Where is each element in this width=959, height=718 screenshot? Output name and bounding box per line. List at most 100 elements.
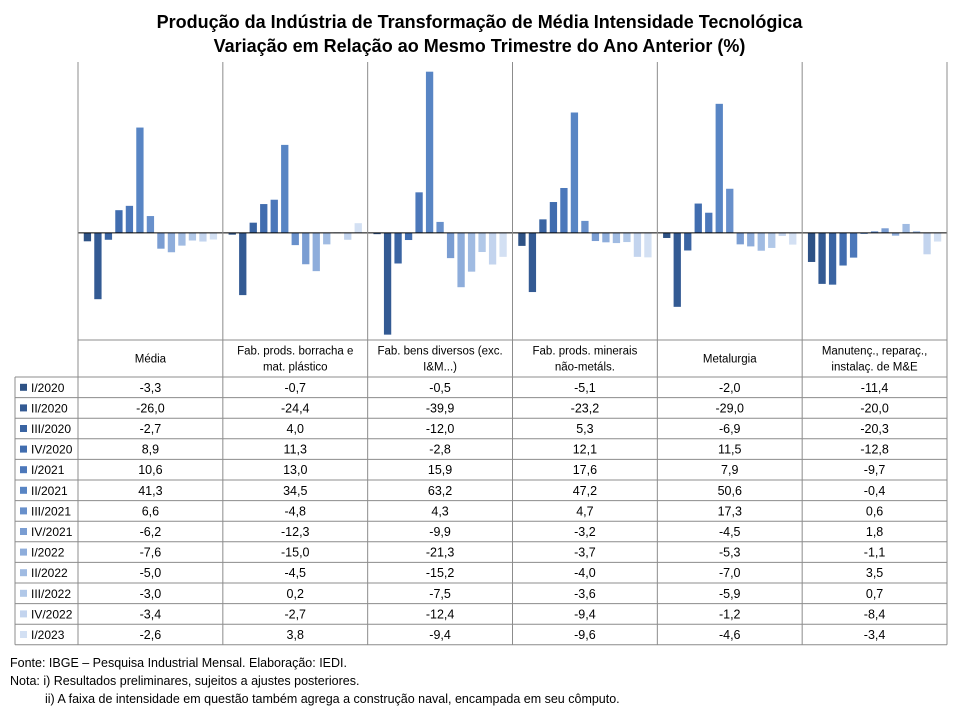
data-label-ii-2020-cat-2: -39,9 [426, 401, 455, 415]
bar-i-2022-cat-4 [747, 232, 755, 247]
data-label-iii-2020-cat-0: -2,7 [140, 422, 162, 436]
legend-key-iii-2021 [20, 507, 27, 515]
bar-i-2022-cat-0 [167, 232, 176, 253]
bar-iv-2021-cat-2 [446, 232, 455, 259]
category-label-3: Fab. prods. minerais [533, 346, 638, 358]
data-label-iv-2022-cat-5: -8,4 [864, 607, 886, 621]
legend-label-iii-2021: III/2021 [31, 504, 71, 518]
data-label-iv-2020-cat-5: -12,8 [860, 443, 889, 457]
bar-i-2021-cat-0 [125, 205, 134, 233]
data-label-i-2022-cat-4: -5,3 [719, 546, 741, 560]
legend-key-ii-2022 [20, 569, 27, 577]
legend-label-iv-2021: IV/2021 [31, 525, 73, 539]
bar-iv-2020-cat-0 [115, 210, 123, 233]
bar-i-2023-cat-3 [644, 232, 652, 258]
chart-title-line2: Variação em Relação ao Mesmo Trimestre d… [213, 36, 746, 56]
bar-iv-2022-cat-2 [488, 232, 497, 265]
data-label-iii-2021-cat-3: 4,7 [576, 504, 593, 518]
legend-key-i-2023 [20, 631, 27, 638]
data-label-ii-2020-cat-3: -23,2 [571, 401, 600, 415]
data-label-ii-2021-cat-2: 63,2 [428, 484, 452, 498]
legend-key-iii-2022 [20, 589, 27, 597]
legend-label-iv-2022: IV/2022 [31, 607, 73, 621]
data-label-iv-2021-cat-0: -6,2 [140, 525, 162, 539]
data-label-i-2023-cat-2: -9,4 [429, 628, 451, 642]
legend-key-ii-2021 [20, 486, 27, 494]
legend-key-i-2022 [20, 548, 27, 556]
bar-iii-2021-cat-5 [870, 231, 879, 233]
bar-i-2021-cat-2 [415, 192, 423, 233]
legend-label-i-2021: I/2021 [31, 463, 65, 477]
data-label-i-2020-cat-1: -0,7 [284, 381, 306, 395]
note-text-1: Nota: i) Resultados preliminares, sujeit… [10, 674, 360, 688]
bar-iii-2021-cat-2 [436, 221, 444, 233]
category-label-2: Fab. bens diversos (exc. [377, 346, 502, 358]
data-label-ii-2022-cat-5: 3,5 [866, 566, 883, 580]
data-label-i-2020-cat-3: -5,1 [574, 381, 596, 395]
legend-key-ii-2020 [20, 404, 27, 412]
bar-iii-2022-cat-5 [912, 231, 921, 233]
data-label-iii-2022-cat-2: -7,5 [429, 587, 451, 601]
data-label-iv-2022-cat-2: -12,4 [426, 607, 455, 621]
bar-ii-2021-cat-3 [570, 112, 579, 233]
bar-iii-2021-cat-0 [146, 216, 155, 233]
bar-iv-2022-cat-1 [344, 232, 352, 240]
data-label-iv-2022-cat-4: -1,2 [719, 607, 741, 621]
bar-ii-2021-cat-1 [281, 144, 289, 233]
data-label-i-2022-cat-5: -1,1 [864, 546, 886, 560]
bar-iv-2021-cat-0 [157, 232, 165, 249]
bar-iii-2022-cat-4 [768, 232, 776, 248]
bar-i-2022-cat-1 [312, 232, 320, 272]
bar-i-2023-cat-1 [354, 223, 362, 233]
source-note: Fonte: IBGE – Pesquisa Industrial Mensal… [10, 654, 620, 708]
data-label-iv-2022-cat-1: -2,7 [284, 607, 306, 621]
category-label-2: I&M...) [423, 362, 457, 374]
data-label-iv-2020-cat-1: 11,3 [284, 443, 307, 457]
data-label-ii-2020-cat-4: -29,0 [716, 401, 745, 415]
data-label-iv-2020-cat-0: 8,9 [142, 443, 159, 457]
legend-label-iii-2022: III/2022 [31, 587, 71, 601]
data-label-iv-2021-cat-4: -4,5 [719, 525, 741, 539]
bar-iii-2021-cat-4 [726, 188, 734, 233]
data-label-i-2023-cat-0: -2,6 [140, 628, 162, 642]
data-label-iv-2021-cat-1: -12,3 [281, 525, 310, 539]
bar-iv-2022-cat-0 [199, 232, 207, 242]
bar-iv-2022-cat-3 [633, 232, 642, 257]
legend-key-iii-2020 [20, 425, 27, 432]
data-label-ii-2021-cat-1: 34,5 [283, 484, 307, 498]
data-label-iii-2022-cat-0: -3,0 [140, 587, 162, 601]
data-label-ii-2020-cat-0: -26,0 [136, 401, 165, 415]
data-label-iv-2020-cat-2: -2,8 [429, 443, 451, 457]
bar-iii-2022-cat-2 [478, 232, 486, 253]
data-label-i-2022-cat-0: -7,6 [140, 546, 162, 560]
data-label-i-2023-cat-3: -9,6 [574, 628, 596, 642]
data-label-ii-2022-cat-2: -15,2 [426, 566, 455, 580]
legend-key-i-2020 [20, 383, 27, 391]
category-label-5: Manutenç., reparaç., [822, 346, 927, 358]
data-label-iii-2020-cat-1: 4,0 [287, 422, 304, 436]
category-label-1: Fab. prods. borracha e [237, 346, 353, 358]
data-label-iii-2022-cat-1: 0,2 [287, 587, 304, 601]
data-label-i-2021-cat-5: -9,7 [864, 463, 886, 477]
bar-iii-2020-cat-3 [539, 219, 547, 233]
category-label-4: Metalurgia [703, 354, 757, 366]
data-label-ii-2022-cat-1: -4,5 [284, 566, 306, 580]
bar-i-2023-cat-2 [499, 232, 507, 257]
data-label-iii-2021-cat-2: 4,3 [431, 504, 448, 518]
bar-iv-2022-cat-4 [778, 232, 786, 236]
data-label-iv-2022-cat-3: -9,4 [574, 607, 596, 621]
data-label-i-2023-cat-5: -3,4 [864, 628, 886, 642]
data-label-i-2021-cat-0: 10,6 [138, 463, 162, 477]
data-label-iv-2020-cat-3: 12,1 [573, 443, 597, 457]
data-label-ii-2021-cat-0: 41,3 [138, 484, 162, 498]
legend-label-ii-2021: II/2021 [31, 484, 68, 498]
legend-label-iv-2020: IV/2020 [31, 443, 73, 457]
bar-ii-2022-cat-4 [757, 232, 765, 251]
data-label-i-2022-cat-1: -15,0 [281, 546, 310, 560]
bar-ii-2022-cat-0 [178, 232, 186, 246]
data-label-i-2023-cat-4: -4,6 [719, 628, 741, 642]
bar-ii-2020-cat-1 [239, 232, 247, 296]
bar-i-2020-cat-0 [83, 232, 92, 242]
category-label-5: instalaç. de M&E [831, 362, 918, 374]
bar-iii-2020-cat-0 [104, 232, 113, 240]
